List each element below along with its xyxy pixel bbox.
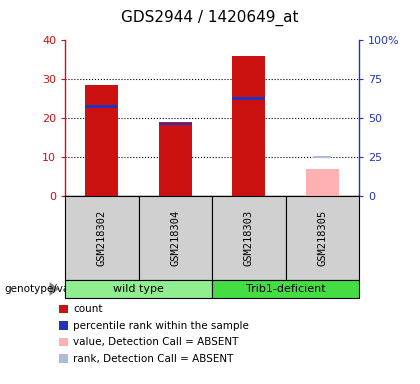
Bar [85,105,118,108]
Polygon shape [50,282,59,296]
Text: GSM218303: GSM218303 [244,210,254,266]
Bar [85,85,118,196]
Text: percentile rank within the sample: percentile rank within the sample [73,321,249,331]
Text: value, Detection Call = ABSENT: value, Detection Call = ABSENT [73,337,239,347]
Bar [306,169,339,196]
Text: GSM218305: GSM218305 [318,210,327,266]
Bar [159,122,192,196]
Bar [159,122,192,125]
Text: count: count [73,304,102,314]
Text: wild type: wild type [113,284,164,294]
Bar [313,156,331,158]
Bar [232,97,265,100]
Text: GSM218302: GSM218302 [97,210,107,266]
Text: rank, Detection Call = ABSENT: rank, Detection Call = ABSENT [73,354,234,364]
Text: GDS2944 / 1420649_at: GDS2944 / 1420649_at [121,10,299,26]
Text: Trib1-deficient: Trib1-deficient [246,284,326,294]
Bar [232,56,265,196]
Text: genotype/variation: genotype/variation [4,284,103,294]
Text: GSM218304: GSM218304 [171,210,180,266]
